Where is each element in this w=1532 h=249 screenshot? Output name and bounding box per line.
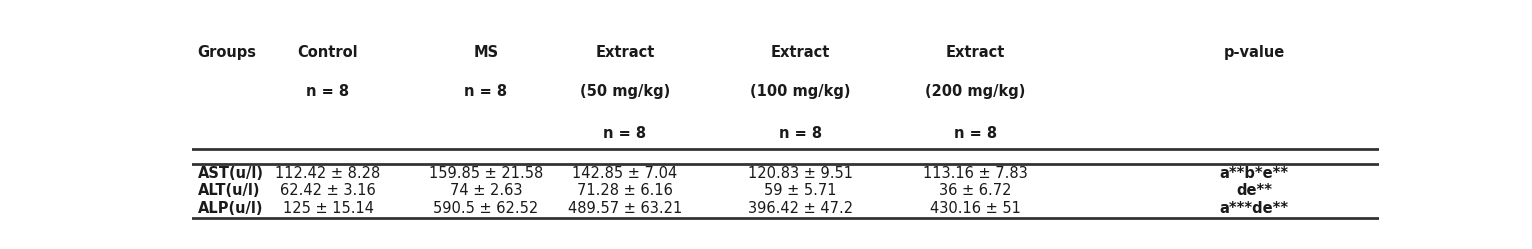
Text: 120.83 ± 9.51: 120.83 ± 9.51 [748,166,853,181]
Text: n = 8: n = 8 [780,126,823,141]
Text: (50 mg/kg): (50 mg/kg) [579,84,669,99]
Text: n = 8: n = 8 [464,84,507,99]
Text: Control: Control [297,45,358,61]
Text: 142.85 ± 7.04: 142.85 ± 7.04 [573,166,677,181]
Text: AST(u/l): AST(u/l) [198,166,264,181]
Text: p-value: p-value [1224,45,1285,61]
Text: MS: MS [473,45,498,61]
Text: 71.28 ± 6.16: 71.28 ± 6.16 [578,184,673,198]
Text: (100 mg/kg): (100 mg/kg) [751,84,850,99]
Text: de**: de** [1236,184,1272,198]
Text: 36 ± 6.72: 36 ± 6.72 [939,184,1011,198]
Text: 590.5 ± 62.52: 590.5 ± 62.52 [434,201,539,216]
Text: (200 mg/kg): (200 mg/kg) [925,84,1025,99]
Text: Extract: Extract [945,45,1005,61]
Text: 125 ± 15.14: 125 ± 15.14 [282,201,374,216]
Text: n = 8: n = 8 [306,84,349,99]
Text: 113.16 ± 7.83: 113.16 ± 7.83 [922,166,1028,181]
Text: 159.85 ± 21.58: 159.85 ± 21.58 [429,166,542,181]
Text: 74 ± 2.63: 74 ± 2.63 [450,184,522,198]
Text: ALP(u/l): ALP(u/l) [198,201,264,216]
Text: 489.57 ± 63.21: 489.57 ± 63.21 [568,201,682,216]
Text: Groups: Groups [198,45,256,61]
Text: a***de**: a***de** [1219,201,1288,216]
Text: ALT(u/l): ALT(u/l) [198,184,260,198]
Text: a**b*e**: a**b*e** [1219,166,1288,181]
Text: Extract: Extract [771,45,830,61]
Text: 112.42 ± 8.28: 112.42 ± 8.28 [276,166,380,181]
Text: 62.42 ± 3.16: 62.42 ± 3.16 [280,184,375,198]
Text: Extract: Extract [594,45,654,61]
Text: 59 ± 5.71: 59 ± 5.71 [764,184,836,198]
Text: 430.16 ± 51: 430.16 ± 51 [930,201,1020,216]
Text: n = 8: n = 8 [953,126,997,141]
Text: 396.42 ± 47.2: 396.42 ± 47.2 [748,201,853,216]
Text: n = 8: n = 8 [604,126,647,141]
